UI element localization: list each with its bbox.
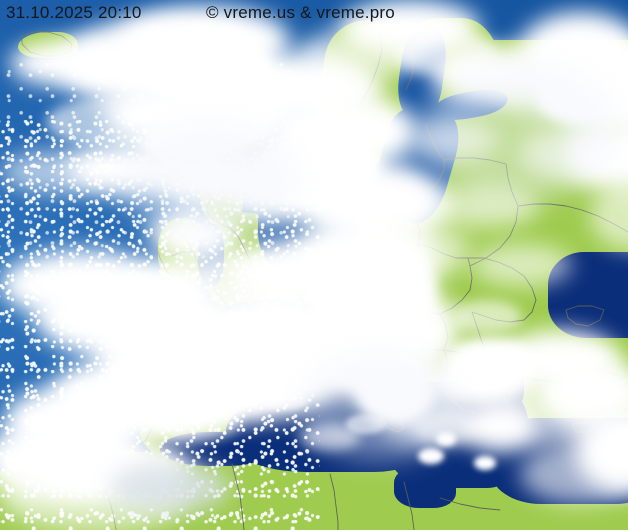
sea-gulf-of-gabes bbox=[394, 466, 456, 508]
